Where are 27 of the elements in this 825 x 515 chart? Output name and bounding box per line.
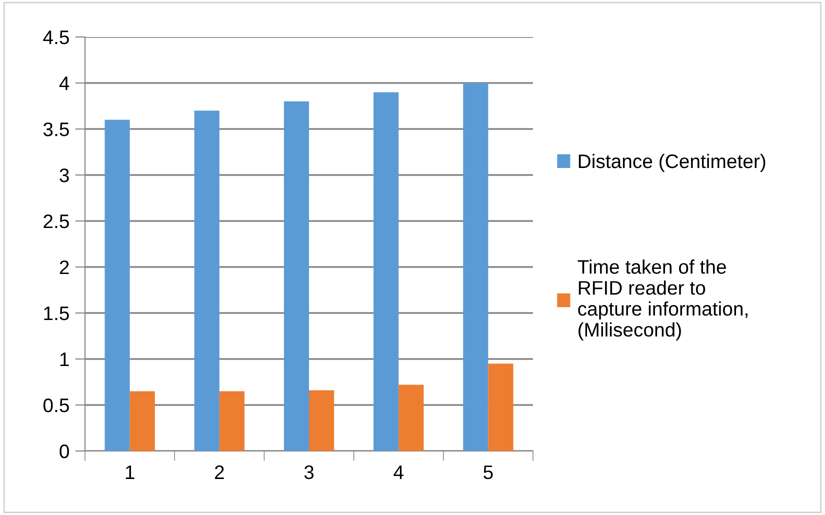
bar xyxy=(398,384,424,451)
x-tick-label: 1 xyxy=(126,466,134,479)
bar xyxy=(194,110,220,451)
y-tick-label: 2 xyxy=(60,260,69,274)
bar xyxy=(284,101,309,451)
bar xyxy=(104,120,130,451)
x-tick-label: 4 xyxy=(394,466,404,479)
bar xyxy=(374,92,399,451)
bar xyxy=(219,391,244,451)
bar xyxy=(463,83,488,451)
y-tick-label: 2.5 xyxy=(44,214,69,228)
y-tick-label: 3 xyxy=(60,168,69,182)
y-tick-label: 4.5 xyxy=(43,30,69,44)
x-tick-label: 3 xyxy=(304,465,314,480)
y-tick-label: 3.5 xyxy=(43,122,69,136)
y-tick-label: 1 xyxy=(60,352,69,366)
bar xyxy=(488,364,514,451)
y-tick-label: 4 xyxy=(59,76,70,90)
x-tick-label: 2 xyxy=(214,465,224,479)
bar xyxy=(309,390,334,451)
y-tick-label: 1.5 xyxy=(44,306,69,320)
y-tick-label: 0.5 xyxy=(43,398,69,412)
y-tick-label: 0 xyxy=(60,444,69,458)
bar xyxy=(130,391,155,451)
legend-label: Time taken of the RFID reader to capture information, (Milisecond) xyxy=(578,260,748,340)
legend-label: Distance (Centimeter) xyxy=(578,154,766,172)
x-tick-label: 5 xyxy=(484,466,493,480)
